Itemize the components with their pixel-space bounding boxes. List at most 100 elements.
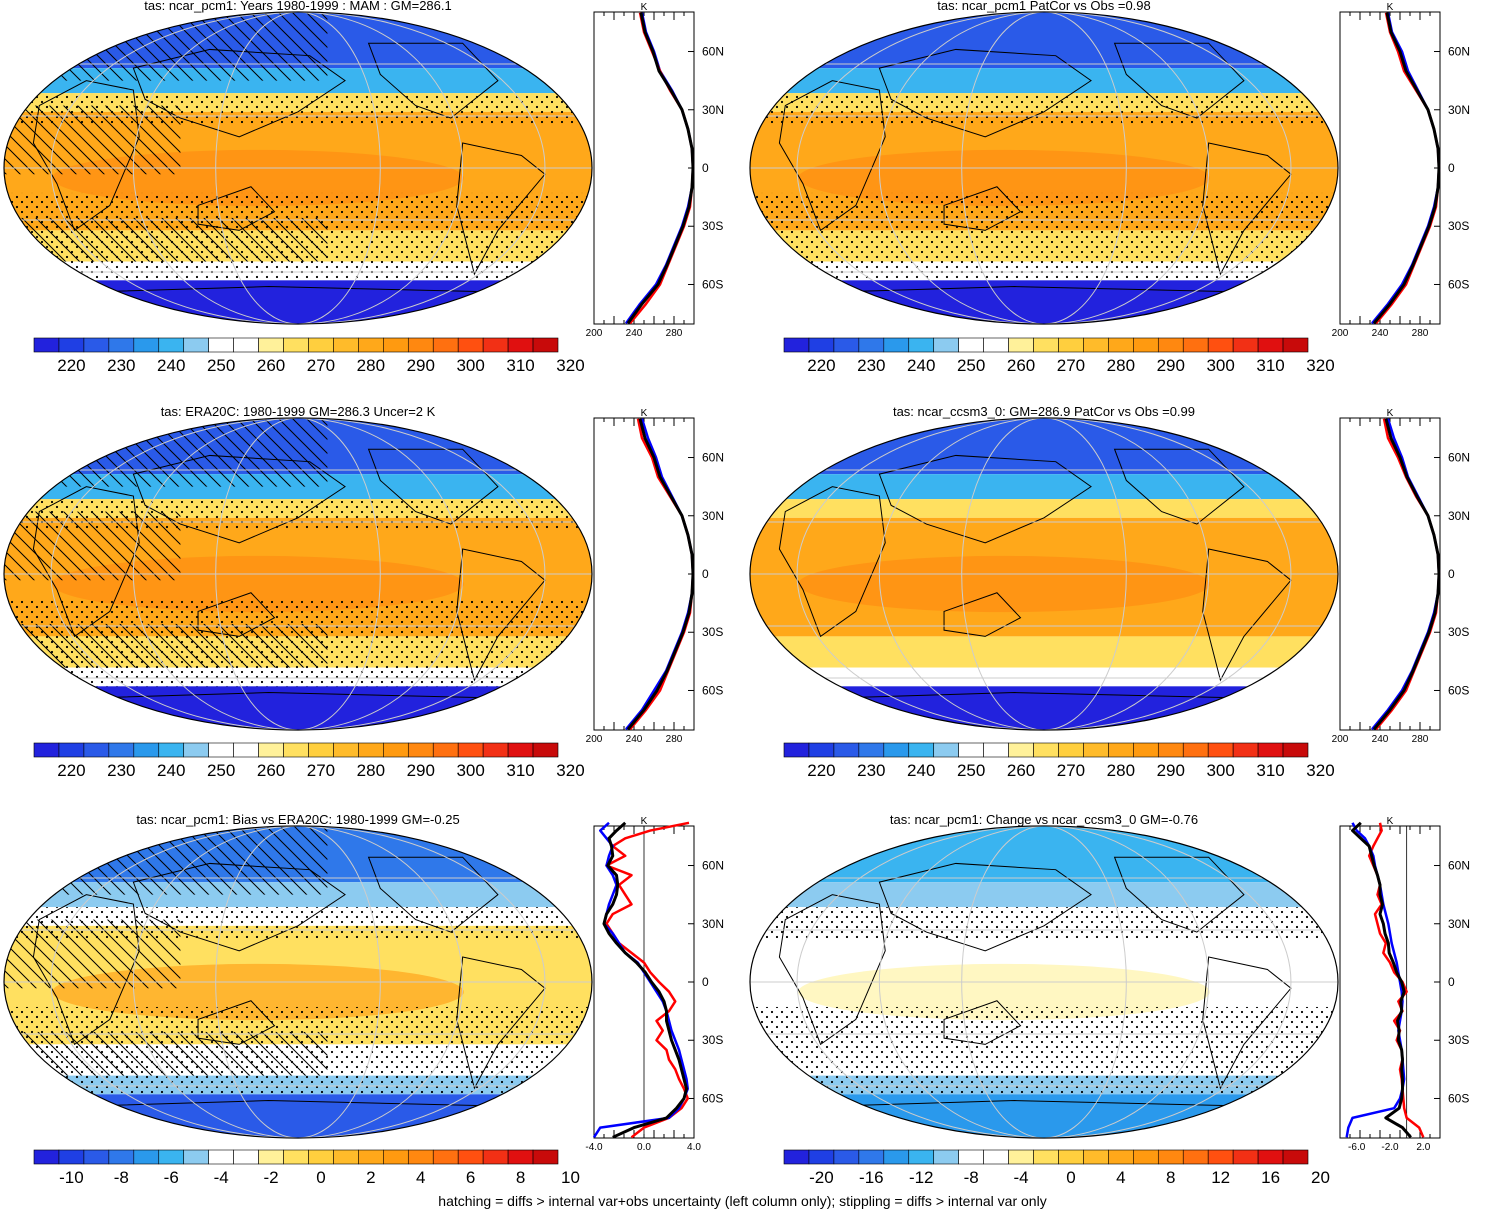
colorbar-swatch [33,742,60,758]
profile-x-tick-label: 240 [626,734,643,745]
colorbar: -20 -16 -12 -8 -4 0 4 8 12 16 20 [783,1149,1330,1187]
profile-x-tick-label: 0.0 [637,1142,651,1153]
colorbar-label: 8 [516,1168,525,1187]
profile-unit-label: K [1387,408,1394,419]
colorbar-swatch [858,1149,885,1165]
colorbar-label: 20 [1311,1168,1330,1187]
colorbar-label: 250 [207,356,235,375]
colorbar-swatch [1058,742,1084,758]
profile-lat-label: 30N [702,509,724,523]
colorbar-label: 310 [506,356,534,375]
colorbar-swatch [908,742,935,758]
colorbar-label: -12 [909,1168,934,1187]
colorbar-label: 250 [207,761,235,780]
colorbar-label: 280 [1107,356,1135,375]
zonal-profile: K 60N 30N 0 30S 60S 200 240 280 [1332,408,1470,745]
colorbar-swatch [407,337,434,353]
colorbar-swatch [358,337,384,353]
colorbar-swatch [1083,337,1109,353]
panel-title: tas: ncar_pcm1: Change vs ncar_ccsm3_0 G… [890,812,1198,827]
colorbar-label: 290 [407,761,435,780]
profile-lat-label: 60N [702,859,724,873]
profile-frame [593,11,695,325]
colorbar-swatch [1207,742,1234,758]
colorbar-swatch [482,1149,509,1165]
panel-model-patcor: tas: ncar_pcm1 PatCor vs Obs =0.98 K 60N 30… [749,0,1470,375]
colorbar-label: 240 [157,761,185,780]
colorbar-label: 280 [357,761,385,780]
profile-x-tick-label: 280 [1412,734,1429,745]
profile-lat-label: 30N [1448,917,1470,931]
colorbar-swatch [858,337,885,353]
colorbar-label: 270 [1057,761,1085,780]
colorbar-label: 240 [907,356,935,375]
panel-reference: tas: ERA20C: 1980-1999 GM=286.3 Uncer=2 … [3,404,724,780]
colorbar-swatch [908,337,935,353]
colorbar-swatch [908,1149,935,1165]
zonal-profile: K 60N 30N 0 30S 60S 200 240 280 [1332,2,1470,339]
profile-lat-label: 60N [1448,859,1470,873]
colorbar-label: 12 [1211,1168,1230,1187]
colorbar-label: 0 [1066,1168,1075,1187]
colorbar-swatch [283,337,309,353]
map-field [4,417,592,731]
colorbar-label: 4 [1116,1168,1125,1187]
colorbar-swatch [1108,742,1134,758]
colorbar-swatch [507,1149,534,1165]
stippling [750,93,1338,125]
colorbar-swatch [983,337,1009,353]
panel-title: tas: ERA20C: 1980-1999 GM=286.3 Uncer=2 … [161,404,436,419]
colorbar-swatch [482,337,509,353]
colorbar-label: 280 [357,356,385,375]
profile-unit-label: K [641,816,648,827]
colorbar-swatch [808,742,835,758]
profile-x-tick-label: 200 [1332,734,1349,745]
profile-x-tick-label: -4.0 [585,1142,603,1153]
colorbar-swatch [1008,742,1034,758]
profile-x-tick-label: 240 [626,328,643,339]
colorbar-swatch [983,742,1009,758]
stippling [750,192,1338,281]
profile-unit-label: K [641,408,648,419]
colorbar-label: 230 [107,761,135,780]
profile-lat-label: 60S [1448,1091,1469,1105]
colorbar-swatch [1182,337,1209,353]
hatching [4,418,328,487]
colorbar-swatch [183,337,209,353]
map-outline [749,417,1339,731]
colorbar-swatch [208,337,234,353]
colorbar-swatch [108,337,135,353]
colorbar-swatch [233,742,259,758]
colorbar-label: 220 [57,761,85,780]
colorbar-swatch [858,742,885,758]
colorbar-swatch [1257,337,1284,353]
colorbar-label: 0 [316,1168,325,1187]
colorbar-swatch [783,1149,810,1165]
hatching [4,12,328,81]
colorbar-label: 6 [466,1168,475,1187]
colorbar-swatch [383,1149,409,1165]
colorbar-swatch [1033,337,1059,353]
colorbar-swatch [383,742,409,758]
profile-x-tick-label: 200 [586,734,603,745]
profile-lat-label: 30N [702,103,724,117]
colorbar-swatch [1133,1149,1159,1165]
colorbar-label: 320 [1306,356,1334,375]
colorbar-swatch [407,742,434,758]
profile-x-tick-label: 240 [1372,328,1389,339]
map-outline [3,417,593,731]
colorbar-swatch [158,742,185,758]
colorbar-swatch [457,1149,484,1165]
colorbar-swatch [532,742,559,758]
profile-line [1372,418,1441,731]
profile-x-tick-label: -2.0 [1381,1142,1399,1153]
colorbar-swatch [83,742,110,758]
profile-frame [1339,11,1441,325]
colorbar-swatch [1282,742,1309,758]
colorbar-swatch [1157,1149,1184,1165]
colorbar-label: -6 [164,1168,179,1187]
colorbar-label: -2 [263,1168,278,1187]
colorbar-swatch [407,1149,434,1165]
zonal-profile: K 60N 30N 0 30S 60S -4.0 0.0 4.0 [585,816,724,1153]
profile-x-tick-label: 280 [666,734,683,745]
